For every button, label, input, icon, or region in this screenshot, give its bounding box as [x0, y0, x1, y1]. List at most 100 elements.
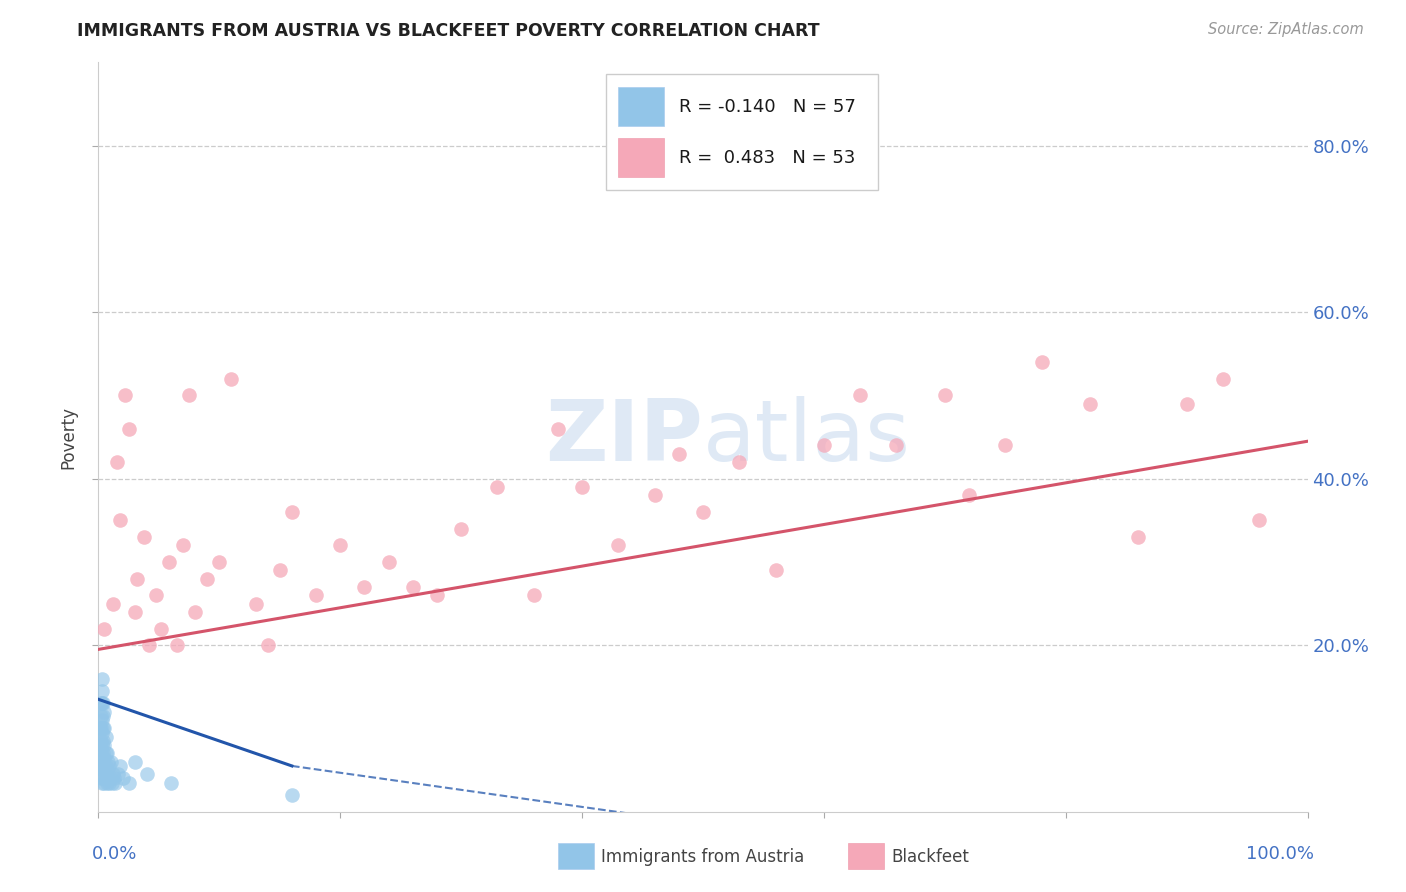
- Point: [97, 755, 120, 769]
- Point: [426, 588, 449, 602]
- Point: [103, 772, 125, 786]
- Point: [886, 438, 908, 452]
- Point: [108, 513, 131, 527]
- Point: [571, 480, 593, 494]
- Point: [100, 772, 122, 786]
- Point: [377, 555, 399, 569]
- Point: [91, 775, 114, 789]
- Point: [94, 747, 117, 761]
- Point: [607, 538, 630, 552]
- Point: [90, 734, 112, 748]
- Point: [98, 775, 121, 789]
- Point: [100, 755, 122, 769]
- Point: [90, 772, 112, 786]
- Point: [450, 522, 472, 536]
- FancyBboxPatch shape: [558, 843, 595, 870]
- FancyBboxPatch shape: [619, 87, 664, 126]
- Point: [124, 605, 146, 619]
- Point: [208, 555, 231, 569]
- Point: [105, 455, 128, 469]
- Point: [269, 563, 291, 577]
- Point: [245, 597, 267, 611]
- Point: [118, 775, 141, 789]
- Point: [101, 767, 124, 781]
- Y-axis label: Poverty: Poverty: [59, 406, 77, 468]
- Point: [90, 709, 112, 723]
- Text: 0.0%: 0.0%: [93, 846, 138, 863]
- Point: [256, 638, 278, 652]
- Point: [765, 563, 787, 577]
- Point: [90, 747, 112, 761]
- Point: [221, 372, 243, 386]
- Text: IMMIGRANTS FROM AUSTRIA VS BLACKFEET POVERTY CORRELATION CHART: IMMIGRANTS FROM AUSTRIA VS BLACKFEET POV…: [77, 22, 820, 40]
- Point: [89, 722, 111, 736]
- Point: [91, 672, 114, 686]
- Point: [1212, 372, 1234, 386]
- Point: [111, 772, 134, 786]
- Point: [692, 505, 714, 519]
- Point: [91, 697, 114, 711]
- Point: [91, 725, 114, 739]
- Point: [100, 775, 122, 789]
- FancyBboxPatch shape: [606, 74, 879, 190]
- Point: [728, 455, 751, 469]
- Point: [90, 759, 112, 773]
- Point: [91, 763, 114, 777]
- Point: [1128, 530, 1150, 544]
- Point: [486, 480, 509, 494]
- Text: R =  0.483   N = 53: R = 0.483 N = 53: [679, 149, 855, 167]
- Text: ZIP: ZIP: [546, 395, 703, 479]
- Point: [1078, 397, 1101, 411]
- Point: [91, 747, 114, 761]
- Point: [157, 555, 180, 569]
- Point: [134, 530, 156, 544]
- Point: [91, 697, 114, 711]
- Point: [93, 705, 115, 719]
- Point: [281, 788, 304, 802]
- Point: [644, 488, 666, 502]
- Point: [124, 755, 146, 769]
- Point: [813, 438, 835, 452]
- Point: [91, 709, 114, 723]
- Point: [93, 750, 115, 764]
- Point: [138, 638, 160, 652]
- Point: [91, 772, 114, 786]
- Point: [281, 505, 304, 519]
- Point: [160, 775, 183, 789]
- Point: [94, 730, 117, 744]
- Text: Immigrants from Austria: Immigrants from Austria: [602, 847, 804, 865]
- Point: [402, 580, 425, 594]
- Point: [184, 605, 207, 619]
- Point: [89, 759, 111, 773]
- Text: atlas: atlas: [703, 395, 911, 479]
- Point: [994, 438, 1017, 452]
- Point: [93, 738, 115, 752]
- Point: [107, 767, 129, 781]
- Point: [179, 388, 201, 402]
- Point: [305, 588, 328, 602]
- Point: [934, 388, 956, 402]
- Point: [97, 772, 120, 786]
- Point: [91, 738, 114, 752]
- Point: [145, 588, 167, 602]
- Text: R = -0.140   N = 57: R = -0.140 N = 57: [679, 97, 856, 116]
- Point: [127, 572, 149, 586]
- Point: [353, 580, 375, 594]
- Point: [91, 722, 114, 736]
- Point: [547, 422, 569, 436]
- Point: [101, 597, 124, 611]
- Point: [91, 684, 114, 698]
- Point: [91, 734, 114, 748]
- Point: [166, 638, 188, 652]
- Point: [90, 722, 112, 736]
- Point: [1031, 355, 1053, 369]
- Text: 100.0%: 100.0%: [1246, 846, 1313, 863]
- Point: [114, 388, 136, 402]
- Point: [135, 767, 157, 781]
- Point: [195, 572, 218, 586]
- Point: [93, 622, 115, 636]
- Point: [96, 763, 118, 777]
- Point: [1175, 397, 1198, 411]
- Point: [98, 759, 121, 773]
- Point: [118, 422, 141, 436]
